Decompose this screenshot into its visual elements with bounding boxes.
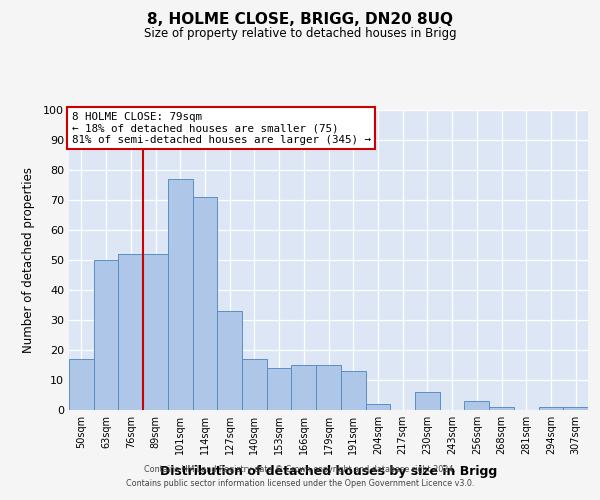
Bar — [69, 359, 94, 410]
Bar — [217, 311, 242, 410]
X-axis label: Distribution of detached houses by size in Brigg: Distribution of detached houses by size … — [160, 466, 497, 478]
Bar — [489, 407, 514, 410]
Bar — [415, 392, 440, 410]
Bar — [365, 404, 390, 410]
Text: 8, HOLME CLOSE, BRIGG, DN20 8UQ: 8, HOLME CLOSE, BRIGG, DN20 8UQ — [147, 12, 453, 28]
Bar — [464, 401, 489, 410]
Bar — [292, 365, 316, 410]
Bar — [341, 371, 365, 410]
Bar — [168, 179, 193, 410]
Bar — [118, 254, 143, 410]
Bar — [242, 359, 267, 410]
Bar — [267, 368, 292, 410]
Text: Contains HM Land Registry data © Crown copyright and database right 2024.
Contai: Contains HM Land Registry data © Crown c… — [126, 466, 474, 487]
Bar — [193, 197, 217, 410]
Bar — [316, 365, 341, 410]
Text: Size of property relative to detached houses in Brigg: Size of property relative to detached ho… — [143, 28, 457, 40]
Bar — [563, 407, 588, 410]
Bar — [539, 407, 563, 410]
Y-axis label: Number of detached properties: Number of detached properties — [22, 167, 35, 353]
Text: 8 HOLME CLOSE: 79sqm
← 18% of detached houses are smaller (75)
81% of semi-detac: 8 HOLME CLOSE: 79sqm ← 18% of detached h… — [71, 112, 371, 144]
Bar — [143, 254, 168, 410]
Bar — [94, 260, 118, 410]
